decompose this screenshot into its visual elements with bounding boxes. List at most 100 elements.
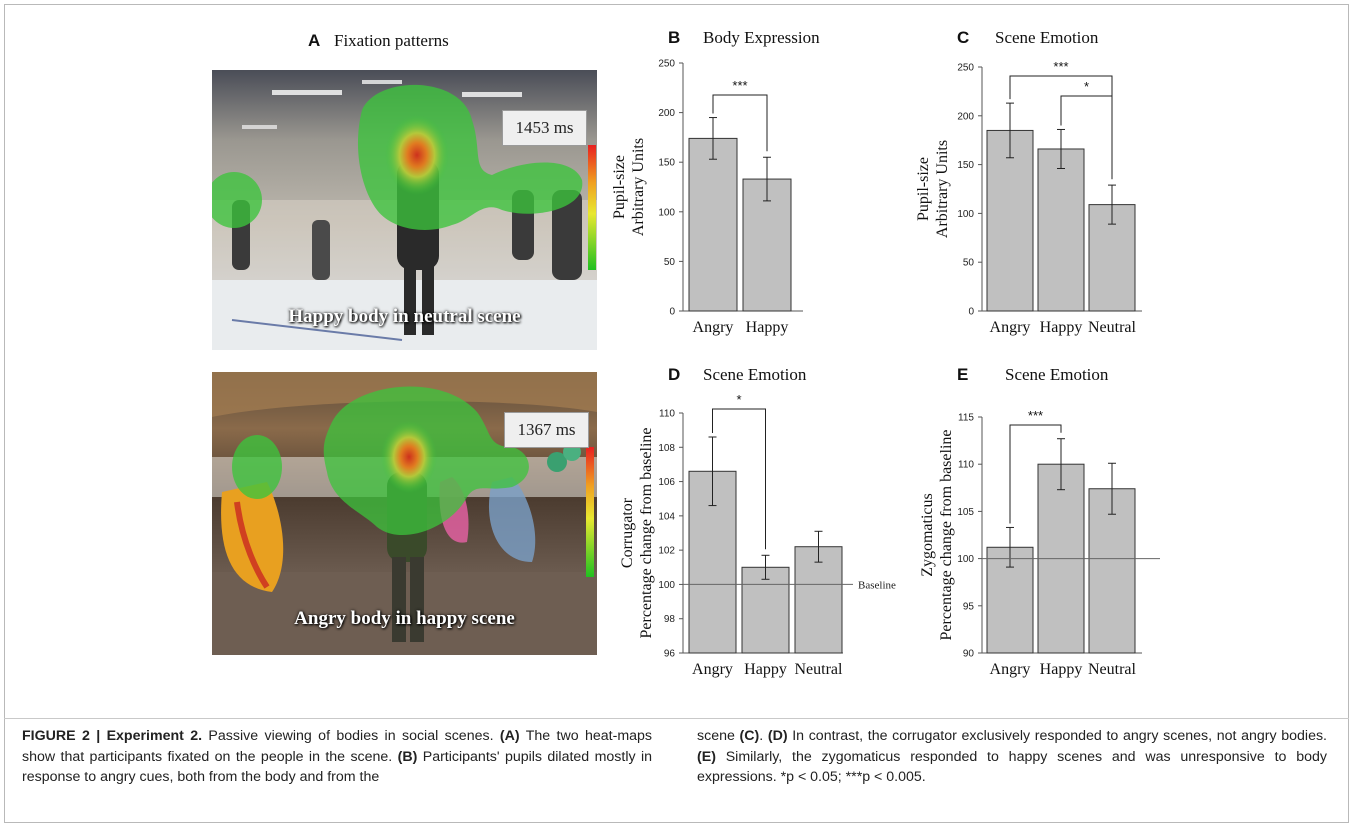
y-tick-label: 0 (669, 307, 675, 318)
x-tick-label: Angry (990, 661, 1031, 678)
figure-caption-column-1: FIGURE 2 | Experiment 2. Passive viewing… (22, 726, 652, 788)
fixation-duration-box: 1453 ms (502, 110, 587, 146)
panel-reference: (B) (397, 748, 418, 765)
x-tick-label: Angry (693, 319, 734, 336)
y-tick-label: 200 (957, 111, 974, 122)
y-axis-label: Arbitrary Units (630, 138, 647, 236)
chart-svg: 0 50 100 150 200 250 Pupil-size Arbitrary Units… (611, 59, 803, 336)
fixation-duration-box: 1367 ms (504, 412, 589, 448)
significance-stars: *** (732, 78, 747, 93)
chart-svg: 90 95 100 105 110 115 Zygomaticus Percentage ch… (919, 408, 1160, 678)
significance-bracket (712, 408, 766, 550)
panel-d-label: D (668, 365, 681, 384)
y-tick-label: 102 (658, 546, 675, 557)
significance-bracket (1009, 424, 1062, 524)
bar (1037, 148, 1085, 312)
y-axis-label: Pupil-size (611, 155, 628, 219)
y-axis-label: Zygomaticus (919, 493, 936, 577)
panel-reference: (D) (767, 728, 788, 744)
y-tick-label: 106 (658, 477, 675, 488)
x-tick-label: Happy (744, 661, 787, 678)
chart-title: Scene Emotion (703, 365, 807, 384)
y-tick-label: 150 (957, 160, 974, 171)
chart-svg: 96 98 100 102 104 106 108 110 Corrugator Percenta… (619, 392, 896, 678)
significance-bracket (712, 94, 768, 152)
y-tick-label: 108 (658, 443, 675, 454)
y-tick-label: 96 (664, 649, 676, 660)
y-tick-label: 100 (957, 554, 974, 565)
panel-b-label: B (668, 28, 681, 47)
caption-text: scene (697, 728, 740, 744)
y-axis-label: Percentage change from baseline (938, 429, 955, 640)
chart-title: Scene Emotion (995, 28, 1099, 47)
bar (986, 129, 1034, 312)
caption-text: In contrast, the corrugator exclusively … (787, 728, 1327, 744)
y-axis-label: Corrugator (619, 497, 636, 568)
x-tick-label: Angry (990, 319, 1031, 336)
bar-chart-scene-emotion-zygomaticus: 90 95 100 105 110 115 Zygomaticus Percentage ch… (890, 395, 1170, 695)
caption-text: . (759, 728, 768, 744)
significance-stars: *** (1053, 59, 1068, 74)
panel-a-title: Fixation patterns (334, 31, 449, 50)
photo-caption: Angry body in happy scene (294, 608, 515, 629)
figure-label: FIGURE 2 | Experiment 2. (22, 728, 203, 744)
y-tick-label: 95 (963, 601, 975, 612)
heatmap-photo-neutral-scene: 1453 ms Happy body in neutral scene (212, 70, 597, 350)
x-tick-label: Happy (1040, 661, 1083, 678)
significance-stars: * (1084, 79, 1089, 94)
bar-chart-scene-emotion-pupil: 0 50 100 150 200 250 Pupil-size Arbitrary Units… (890, 55, 1170, 345)
heatmap-photo-happy-scene: 1367 ms Angry body in happy scene (212, 372, 597, 655)
photo-caption: Happy body in neutral scene (288, 306, 521, 327)
caption-divider (4, 718, 1349, 719)
baseline-label: Baseline (858, 579, 896, 591)
panel-reference: (A) (499, 728, 520, 744)
significance-stars: *** (1028, 408, 1043, 423)
panel-reference: (E) (697, 748, 716, 765)
caption-text: Passive viewing of bodies in social scen… (202, 728, 500, 744)
x-tick-label: Neutral (795, 661, 844, 678)
y-tick-label: 104 (658, 511, 675, 522)
y-tick-label: 90 (963, 649, 975, 660)
bar-chart-scene-emotion-corrugator: 96 98 100 102 104 106 108 110 Corrugator Percenta… (600, 392, 920, 695)
y-tick-label: 98 (664, 614, 676, 625)
chart-title: Body Expression (703, 28, 820, 47)
significance-bracket (1060, 95, 1113, 180)
chart-svg: 0 50 100 150 200 250 Pupil-size Arbitrary Units… (915, 59, 1142, 336)
caption-text: Participants' pupils dilated mostly in r… (22, 748, 652, 786)
x-tick-label: Happy (746, 319, 789, 336)
panel-a-label: A (308, 31, 321, 50)
y-tick-label: 50 (963, 258, 975, 269)
y-tick-label: 0 (968, 307, 974, 318)
bar (794, 546, 843, 654)
y-axis-label: Arbitrary Units (934, 140, 951, 238)
y-tick-label: 250 (957, 63, 974, 74)
x-tick-label: Angry (692, 661, 733, 678)
y-tick-label: 110 (659, 409, 675, 420)
x-tick-label: Happy (1040, 319, 1083, 336)
bar (688, 137, 738, 312)
y-tick-label: 100 (658, 580, 675, 591)
bar-chart-body-expression: 0 50 100 150 200 250 Pupil-size Arbitrary Units… (600, 55, 830, 345)
y-tick-label: 110 (958, 460, 974, 471)
x-tick-label: Neutral (1088, 319, 1137, 336)
caption-text: Similarly, the zygomaticus responded to … (697, 748, 1327, 786)
bar (741, 566, 790, 654)
y-axis-label: Percentage change from baseline (638, 427, 655, 638)
y-tick-label: 150 (658, 158, 675, 169)
panel-e-label: E (957, 365, 969, 384)
y-tick-label: 50 (664, 257, 676, 268)
figure-caption-column-2: scene (C). (D) In contrast, the corrugat… (697, 726, 1327, 788)
y-tick-label: 105 (957, 507, 974, 518)
y-axis-label: Pupil-size (915, 157, 932, 221)
y-tick-label: 100 (957, 209, 974, 220)
panel-reference: (C) (739, 728, 760, 744)
y-tick-label: 100 (658, 207, 675, 218)
panel-c-label: C (957, 28, 970, 47)
x-tick-label: Neutral (1088, 661, 1137, 678)
y-tick-label: 200 (658, 108, 675, 119)
significance-stars: * (736, 392, 741, 407)
figure-frame (4, 4, 1349, 823)
y-tick-label: 250 (658, 59, 675, 70)
y-tick-label: 115 (958, 413, 974, 424)
caption-text: The two heat-maps show that participants… (22, 728, 653, 765)
